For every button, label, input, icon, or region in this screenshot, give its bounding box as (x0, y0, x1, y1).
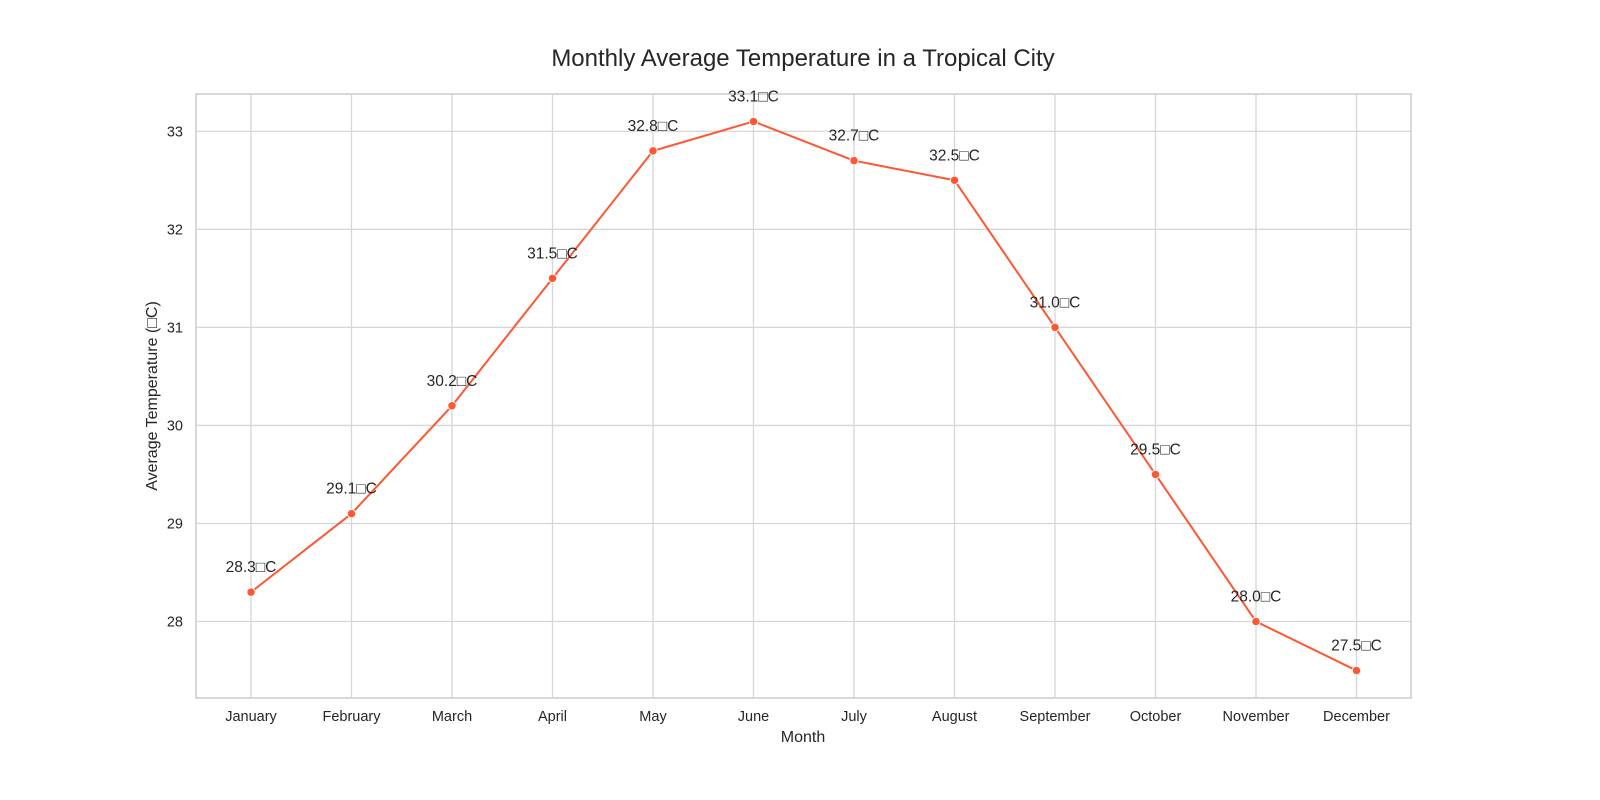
x-tick-label: August (932, 709, 977, 725)
y-tick-label: 32 (167, 222, 183, 238)
series-line (250, 120, 1357, 672)
data-point (1050, 322, 1060, 333)
axis-ticks: January February March April May June July Augu… (167, 124, 1390, 725)
x-tick-label: December (1323, 709, 1390, 725)
data-label: 32.8□C (628, 118, 679, 135)
data-label: 31.5□C (527, 245, 578, 262)
data-point (346, 509, 357, 519)
y-tick-label: 28 (167, 615, 183, 631)
x-tick-label: July (841, 709, 868, 725)
x-tick-label: June (738, 709, 769, 725)
x-tick-label: October (1130, 709, 1182, 725)
data-label: 27.5□C (1331, 638, 1382, 655)
y-axis-label: Average Temperature (□C) (144, 301, 161, 491)
data-label: 33.1□C (728, 88, 779, 105)
y-tick-label: 33 (167, 124, 183, 140)
data-point (1251, 616, 1261, 627)
x-tick-label: February (322, 709, 381, 725)
y-tick-label: 29 (167, 516, 183, 532)
data-label: 29.5□C (1130, 441, 1181, 458)
data-label: 31.0□C (1030, 294, 1081, 311)
data-point (246, 587, 256, 597)
data-label: 28.3□C (226, 559, 277, 576)
data-label: 28.0□C (1231, 589, 1282, 606)
data-point (648, 146, 658, 156)
y-tick-label: 30 (167, 418, 183, 434)
data-point (447, 401, 457, 411)
x-tick-label: September (1020, 709, 1091, 725)
x-axis-label: Month (781, 729, 825, 746)
data-point (1351, 665, 1362, 676)
x-tick-label: March (432, 709, 472, 725)
x-tick-label: January (225, 709, 277, 725)
x-tick-label: April (538, 709, 567, 725)
data-label: 32.7□C (829, 128, 880, 145)
x-tick-label: November (1223, 709, 1290, 725)
data-point (547, 273, 558, 283)
x-tick-label: May (639, 709, 667, 725)
data-labels: 28.3□C 29.1□C 30.2□C 31.5□C 32.8□C 33.1□C 32.7… (226, 88, 1382, 654)
data-point (849, 156, 859, 166)
y-tick-label: 31 (167, 320, 183, 336)
data-label: 32.5□C (929, 147, 980, 164)
data-point (1150, 469, 1161, 480)
data-label: 30.2□C (427, 373, 478, 390)
data-label: 29.1□C (326, 481, 377, 498)
data-point (748, 116, 759, 127)
grid (196, 94, 1411, 698)
chart-title: Monthly Average Temperature in a Tropica… (551, 45, 1054, 72)
data-point (949, 175, 960, 185)
plot-frame (195, 93, 1412, 699)
series-layer (246, 116, 1362, 676)
